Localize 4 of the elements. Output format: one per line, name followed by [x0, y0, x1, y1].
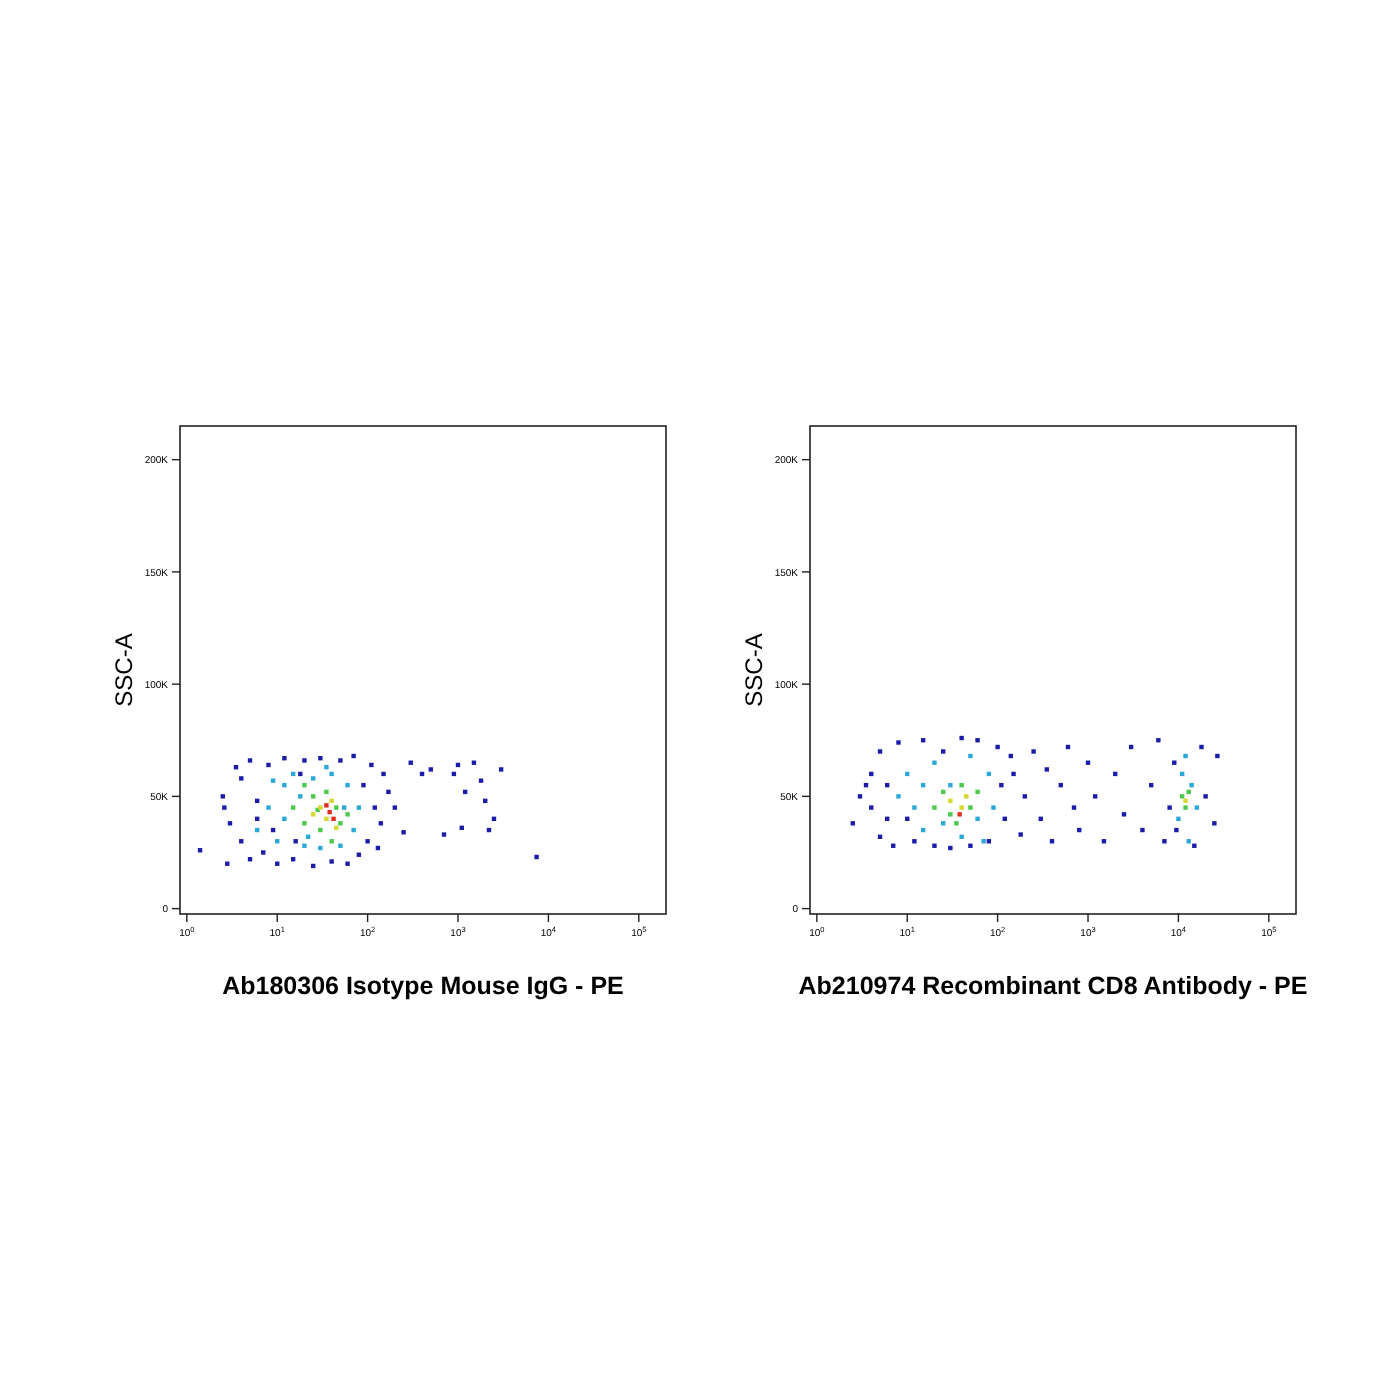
x-axis-title: Ab180306 Isotype Mouse IgG - PE [222, 972, 624, 1000]
y-axis-title: SSC-A [740, 633, 768, 707]
y-axis-title: SSC-A [110, 633, 138, 707]
x-axis-title: Ab210974 Recombinant CD8 Antibody - PE [798, 972, 1308, 1000]
